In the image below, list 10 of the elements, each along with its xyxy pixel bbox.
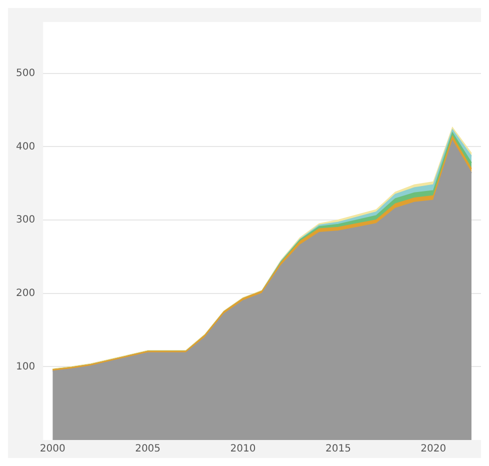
x-tick-label: 2000 [40, 444, 66, 455]
x-tick-label: 2010 [230, 444, 256, 455]
x-tick-label: 2005 [135, 444, 161, 455]
y-tick-label: 400 [16, 141, 36, 152]
x-tick-label: 2020 [420, 444, 446, 455]
y-tick-label: 500 [16, 68, 36, 79]
y-tick-label: 100 [16, 361, 36, 372]
y-tick-label: 300 [16, 214, 36, 226]
y-tick-label: 200 [16, 288, 36, 299]
x-tick-label: 2015 [325, 444, 351, 455]
